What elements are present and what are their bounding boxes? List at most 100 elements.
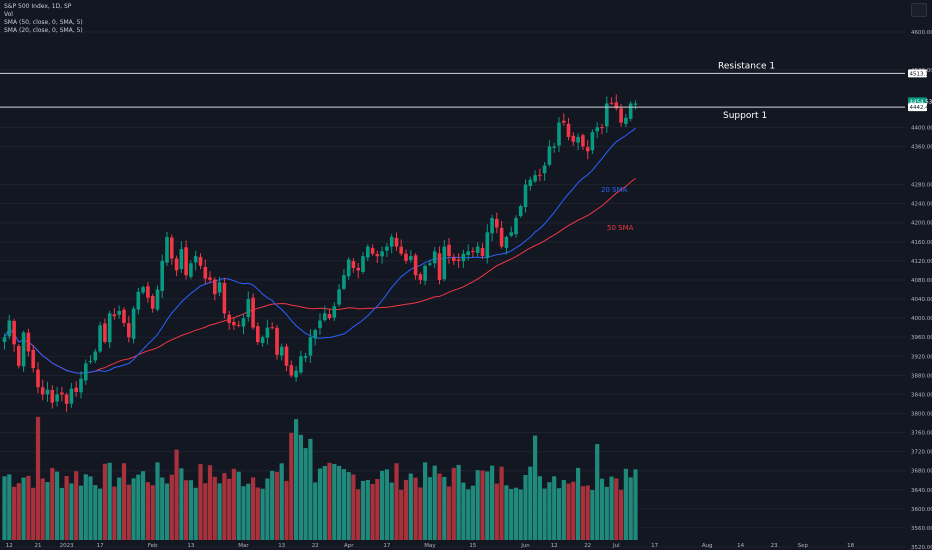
candle[interactable] xyxy=(318,313,322,335)
candle[interactable] xyxy=(222,277,227,319)
candle[interactable] xyxy=(193,250,198,271)
candle[interactable] xyxy=(351,258,356,273)
candle[interactable] xyxy=(385,242,389,258)
candle[interactable] xyxy=(499,220,504,249)
candle[interactable] xyxy=(547,140,552,167)
candle[interactable] xyxy=(241,314,246,335)
volume-indicator-label[interactable]: Vol xyxy=(4,11,13,18)
candle[interactable] xyxy=(394,232,399,251)
candle[interactable] xyxy=(576,133,580,151)
candle[interactable] xyxy=(294,365,298,382)
candle[interactable] xyxy=(103,318,107,344)
candle[interactable] xyxy=(337,284,341,307)
candle[interactable] xyxy=(428,259,432,267)
sma20-indicator-label[interactable]: SMA (20, close, 0, SMA, 5) xyxy=(4,27,83,34)
candle[interactable] xyxy=(370,244,375,256)
candle[interactable] xyxy=(107,310,112,349)
candle[interactable] xyxy=(236,320,241,328)
candle[interactable] xyxy=(260,335,265,347)
sma50-line[interactable] xyxy=(4,177,636,374)
candle[interactable] xyxy=(485,224,490,264)
candle[interactable] xyxy=(170,234,174,265)
candle[interactable] xyxy=(303,352,308,363)
candle[interactable] xyxy=(585,140,590,160)
candle[interactable] xyxy=(31,345,35,373)
candle[interactable] xyxy=(361,252,365,274)
candle[interactable] xyxy=(184,240,188,280)
candle[interactable] xyxy=(88,355,93,364)
candle[interactable] xyxy=(40,379,45,401)
candle[interactable] xyxy=(323,305,327,322)
candle[interactable] xyxy=(409,250,413,263)
candle[interactable] xyxy=(356,263,360,279)
candle[interactable] xyxy=(17,344,21,369)
candle[interactable] xyxy=(447,238,451,264)
candle[interactable] xyxy=(418,272,423,284)
candle[interactable] xyxy=(60,386,64,402)
candle[interactable] xyxy=(179,241,184,273)
candle[interactable] xyxy=(36,362,40,394)
candle[interactable] xyxy=(466,244,470,261)
candle[interactable] xyxy=(203,259,208,285)
candle[interactable] xyxy=(437,246,442,285)
candle[interactable] xyxy=(366,244,370,262)
candle[interactable] xyxy=(74,381,78,397)
candle[interactable] xyxy=(122,307,126,327)
candle[interactable] xyxy=(605,96,609,133)
candle[interactable] xyxy=(456,253,461,269)
candle[interactable] xyxy=(141,285,145,295)
candle[interactable] xyxy=(26,328,31,357)
candle[interactable] xyxy=(232,317,236,331)
candle[interactable] xyxy=(413,253,418,280)
candle[interactable] xyxy=(490,214,494,241)
candle[interactable] xyxy=(213,277,217,301)
candle[interactable] xyxy=(595,122,599,139)
candle[interactable] xyxy=(150,293,155,313)
candle[interactable] xyxy=(619,104,623,127)
chart-settings-button[interactable] xyxy=(911,3,927,17)
candle[interactable] xyxy=(12,319,16,352)
candle[interactable] xyxy=(461,249,466,268)
candle[interactable] xyxy=(165,232,169,266)
support-label[interactable]: Support 1 xyxy=(723,111,767,121)
candle[interactable] xyxy=(342,269,346,291)
sma50-indicator-label[interactable]: SMA (50, close, 0, SMA, 5) xyxy=(4,19,83,26)
candle[interactable] xyxy=(346,257,351,280)
candle[interactable] xyxy=(136,287,141,315)
candle[interactable] xyxy=(93,348,98,364)
time-axis[interactable]: 12 21 2023 17 Feb 13 Mar 13 22 Apr 17 May 15 Jun 12 22 J… xyxy=(6,543,855,549)
candle[interactable] xyxy=(279,343,284,361)
candle[interactable] xyxy=(375,250,380,263)
candle[interactable] xyxy=(432,247,437,269)
candle[interactable] xyxy=(600,123,604,135)
resistance-label[interactable]: Resistance 1 xyxy=(718,61,775,71)
candle[interactable] xyxy=(313,328,317,346)
candle[interactable] xyxy=(275,325,279,360)
candle[interactable] xyxy=(198,253,203,270)
candle[interactable] xyxy=(404,249,408,264)
candle[interactable] xyxy=(471,247,475,257)
candle[interactable] xyxy=(217,276,222,297)
candle[interactable] xyxy=(265,319,270,345)
candle[interactable] xyxy=(332,302,337,321)
candle[interactable] xyxy=(423,264,427,286)
candle[interactable] xyxy=(628,101,633,122)
candle[interactable] xyxy=(246,291,251,322)
candle[interactable] xyxy=(284,343,289,372)
candle[interactable] xyxy=(155,285,160,312)
candle[interactable] xyxy=(227,310,231,330)
candle[interactable] xyxy=(609,97,614,106)
candle[interactable] xyxy=(327,308,332,321)
candle[interactable] xyxy=(533,170,537,183)
candle[interactable] xyxy=(480,243,485,260)
candle[interactable] xyxy=(509,226,513,238)
candle[interactable] xyxy=(633,100,638,110)
candle[interactable] xyxy=(538,168,542,182)
candle[interactable] xyxy=(389,233,394,254)
candle[interactable] xyxy=(79,371,83,399)
candle[interactable] xyxy=(131,306,136,344)
candle[interactable] xyxy=(189,260,193,280)
candle[interactable] xyxy=(256,322,260,345)
candle[interactable] xyxy=(21,330,26,372)
candle[interactable] xyxy=(251,293,255,330)
